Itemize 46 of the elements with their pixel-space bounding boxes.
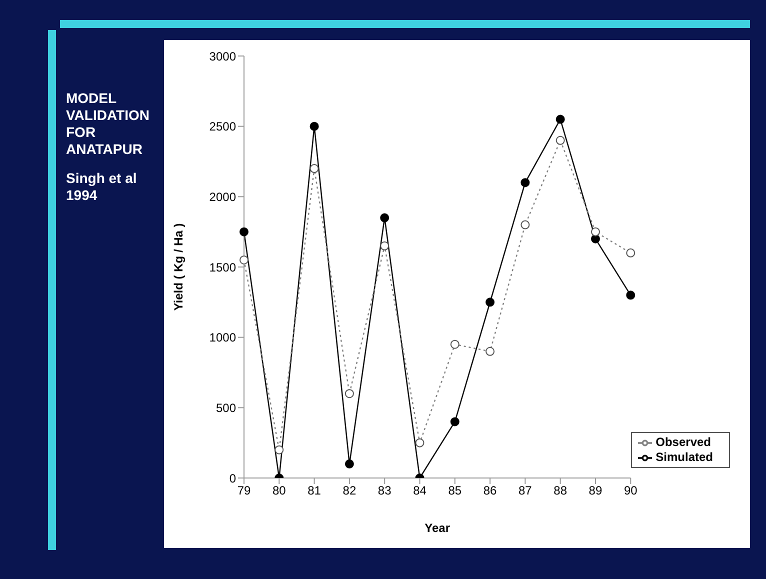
- x-tick-label: 84: [413, 484, 427, 498]
- x-tick-label: 82: [342, 484, 356, 498]
- point: [590, 227, 600, 236]
- y-tick-label: 1500: [209, 260, 236, 274]
- x-tick-label: 86: [483, 484, 498, 498]
- y-tick-label: 1000: [209, 330, 236, 345]
- point: [310, 164, 319, 174]
- x-tick-label: 87: [518, 484, 532, 498]
- x-tick-label: 85: [448, 484, 462, 498]
- x-tick-label: 80: [272, 484, 286, 498]
- x-tick-label: 83: [378, 484, 392, 498]
- point: [626, 290, 636, 300]
- point: [520, 220, 530, 230]
- point: [556, 136, 565, 145]
- point: [626, 248, 636, 258]
- y-tick-label: 2000: [209, 190, 236, 204]
- point: [450, 340, 460, 349]
- point: [380, 213, 390, 222]
- y-axis-title: Yield ( Kg / Ha ): [171, 223, 186, 311]
- x-tick-label: 88: [554, 484, 568, 498]
- point: [344, 459, 354, 468]
- legend-label: Observed: [656, 435, 711, 450]
- text: Singh et al 1994: [66, 170, 138, 204]
- point: [486, 298, 495, 307]
- point: [274, 445, 284, 454]
- x-tick-label: 79: [237, 484, 251, 498]
- x-axis-title: Year: [424, 521, 450, 535]
- point: [486, 346, 495, 356]
- point: [415, 438, 424, 448]
- point: [450, 417, 460, 426]
- legend-label: Simulated: [656, 450, 713, 464]
- point: [380, 241, 390, 250]
- y-tick-label: 0: [229, 471, 236, 486]
- y-tick-label: 3000: [209, 49, 236, 64]
- x-tick-label: 89: [588, 484, 602, 498]
- y-tick-label: 500: [216, 400, 236, 415]
- point: [344, 389, 354, 398]
- text: MODEL VALIDATION FOR ANATAPUR: [66, 90, 150, 158]
- point: [240, 227, 248, 236]
- y-tick-label: 2500: [209, 120, 236, 134]
- x-tick-label: 81: [308, 484, 322, 498]
- x-tick-label: 90: [624, 484, 638, 498]
- point: [240, 255, 248, 264]
- point: [520, 178, 530, 188]
- point: [310, 122, 319, 131]
- point: [556, 114, 565, 124]
